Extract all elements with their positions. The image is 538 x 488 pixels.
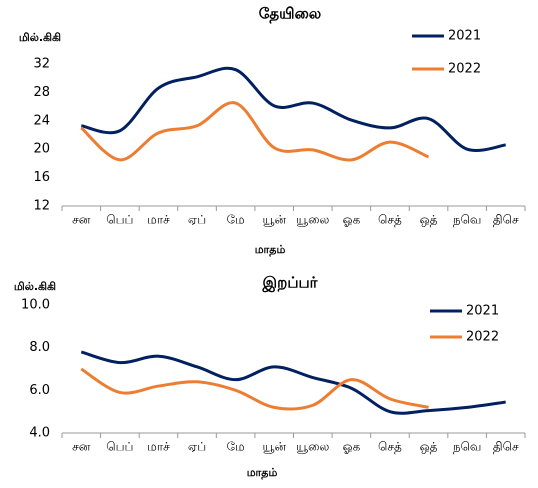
chart-title: இறப்பர்: [262, 274, 319, 293]
y-tick-label: 16: [33, 170, 50, 185]
y-axis-label: மில்.கிகி: [14, 280, 56, 293]
y-tick-label: 4.0: [29, 426, 50, 441]
x-tick-label: மாச்: [147, 440, 170, 454]
x-tick-label: சன: [72, 440, 91, 454]
series-line: [80, 350, 506, 415]
x-tick-label: யூன்: [262, 440, 286, 454]
series-line: [80, 367, 429, 411]
y-tick-label: 6.0: [29, 383, 50, 398]
x-tick-label: திசெ: [493, 440, 519, 454]
legend-label: 2022: [466, 330, 499, 345]
legend-label: 2021: [466, 304, 499, 319]
x-tick-label: ஒத்: [420, 213, 438, 227]
x-tick-label: ஓக: [343, 213, 361, 227]
x-tick-label: சன: [72, 213, 91, 227]
x-tick-label: மே: [227, 213, 245, 227]
x-tick-label: பெப்: [106, 213, 133, 227]
y-tick-label: 24: [33, 113, 50, 128]
x-tick-label: திசெ: [493, 213, 519, 227]
x-axis-label: மாதம்: [247, 466, 278, 480]
x-tick-label: செத்: [378, 213, 402, 227]
chart-title: தேயிலை: [259, 5, 321, 24]
y-tick-label: 8.0: [29, 340, 50, 355]
x-tick-label: யூலை: [296, 440, 329, 454]
x-tick-label: செத்: [378, 440, 402, 454]
series-line: [80, 66, 506, 152]
x-tick-label: ஏப்: [188, 213, 206, 227]
x-tick-label: நவெ: [453, 440, 482, 454]
y-tick-label: 12: [33, 199, 50, 214]
x-tick-label: ஒத்: [420, 440, 438, 454]
x-axis-label: மாதம்: [255, 243, 286, 257]
legend-label: 2022: [448, 62, 481, 77]
x-tick-label: யூன்: [262, 213, 286, 227]
x-tick-label: யூலை: [296, 213, 329, 227]
y-tick-label: 10.0: [21, 298, 50, 313]
y-tick-label: 20: [33, 142, 50, 157]
series-line: [80, 101, 430, 162]
legend-label: 2021: [448, 29, 481, 44]
x-tick-label: மாச்: [147, 213, 170, 227]
x-tick-label: ஓக: [343, 440, 361, 454]
x-tick-label: ஏப்: [188, 440, 206, 454]
x-tick-label: நவெ: [453, 213, 482, 227]
y-tick-label: 28: [33, 85, 50, 100]
y-axis-label: மில்.கிகி: [19, 31, 61, 44]
x-tick-label: பெப்: [106, 440, 133, 454]
y-tick-label: 32: [33, 57, 50, 72]
x-tick-label: மே: [227, 440, 245, 454]
